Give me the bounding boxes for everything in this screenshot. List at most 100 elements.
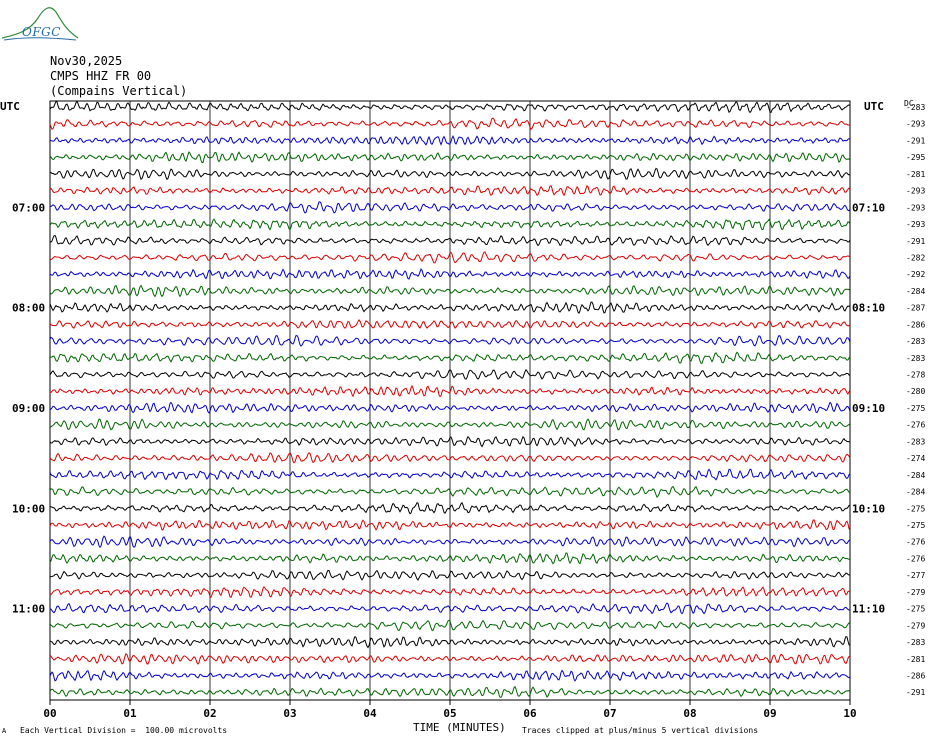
trace-line (49, 652, 851, 665)
dc-offset-label: -274 (906, 454, 925, 463)
right-axis-label: UTC (864, 100, 884, 113)
left-time-label: 10:00 (12, 502, 45, 515)
trace-line (49, 602, 851, 615)
trace-line (49, 669, 851, 682)
ofgc-logo-icon (1, 7, 79, 41)
left-axis-label: UTC (0, 100, 20, 113)
trace-line (49, 552, 851, 565)
trace-line (49, 184, 851, 197)
corner-mark: A (2, 727, 7, 735)
trace-line (49, 218, 851, 231)
left-time-label: 11:00 (12, 603, 45, 616)
dc-offset-label: -282 (906, 253, 925, 262)
x-tick-label: 04 (363, 707, 377, 720)
dc-offset-label: -275 (906, 605, 925, 614)
trace-line (49, 135, 851, 146)
trace-line (49, 368, 851, 380)
dc-offset-label: -293 (906, 187, 925, 196)
trace-line (49, 251, 851, 264)
dc-offset-label: -295 (906, 153, 925, 162)
x-tick-label: 05 (443, 707, 456, 720)
dc-offset-label: -275 (906, 404, 925, 413)
dc-offset-label: -276 (906, 421, 925, 430)
site-label: (Compains Vertical) (50, 84, 188, 98)
x-tick-label: 03 (283, 707, 296, 720)
dc-offset-label: -283 (906, 103, 925, 112)
left-time-label: 07:00 (12, 201, 45, 214)
trace-line (49, 268, 851, 280)
trace-line (49, 418, 851, 431)
right-time-label: 08:10 (852, 302, 885, 315)
dc-offset-label: -283 (906, 354, 925, 363)
x-tick-label: 02 (203, 707, 216, 720)
dc-offset-label: -284 (906, 471, 925, 480)
logo-text: OFGC (22, 25, 61, 39)
dc-header: DC (904, 99, 914, 108)
trace-line (49, 351, 851, 365)
trace-line (49, 334, 851, 347)
dc-offset-label: -275 (906, 521, 925, 530)
scale-note: Each Vertical Division = 100.00 microvol… (20, 726, 228, 735)
station-label: CMPS HHZ FR 00 (50, 69, 152, 83)
trace-line (49, 100, 851, 114)
trace-line (49, 117, 851, 130)
trace-line (49, 234, 851, 247)
dc-offset-label: -283 (906, 337, 925, 346)
left-time-label: 09:00 (12, 402, 45, 415)
trace-line (49, 468, 851, 481)
trace-line (49, 685, 851, 698)
trace-line (49, 201, 851, 214)
trace-line (49, 635, 851, 649)
dc-offset-label: -281 (906, 655, 925, 664)
dc-offset-label: -276 (906, 538, 925, 547)
dc-offset-label: -293 (906, 203, 925, 212)
dc-offset-label: -276 (906, 554, 925, 563)
dc-offset-label: -291 (906, 688, 925, 697)
trace-line (49, 284, 851, 298)
trace-line (49, 435, 851, 448)
trace-line (49, 301, 851, 314)
trace-line (49, 151, 851, 164)
trace-line (49, 619, 851, 632)
dc-offset-label: -291 (906, 237, 925, 246)
dc-offset-label: -286 (906, 320, 925, 329)
dc-offset-label: -286 (906, 671, 925, 680)
trace-line (49, 384, 851, 398)
trace-line (49, 401, 851, 414)
trace-line (49, 519, 851, 531)
dc-offset-label: -292 (906, 270, 925, 279)
dc-offset-label: -278 (906, 371, 925, 380)
trace-line (49, 569, 851, 581)
trace-line (49, 501, 851, 515)
right-time-label: 11:10 (852, 603, 885, 616)
dc-offset-label: -283 (906, 638, 925, 647)
trace-line (49, 451, 851, 464)
dc-offset-label: -279 (906, 621, 925, 630)
x-tick-label: 07 (603, 707, 616, 720)
dc-offset-label: -293 (906, 120, 925, 129)
trace-line (49, 535, 851, 549)
dc-offset-label: -287 (906, 304, 925, 313)
dc-offset-label: -284 (906, 488, 925, 497)
dc-offset-label: -280 (906, 387, 925, 396)
x-tick-label: 08 (683, 707, 696, 720)
trace-line (49, 167, 851, 181)
clip-note: Traces clipped at plus/minus 5 vertical … (522, 726, 759, 735)
dc-offset-label: -281 (906, 170, 925, 179)
dc-offset-label: -291 (906, 136, 925, 145)
right-time-label: 10:10 (852, 502, 885, 515)
right-time-label: 07:10 (852, 201, 885, 214)
x-tick-label: 00 (43, 707, 56, 720)
dc-offset-label: -284 (906, 287, 925, 296)
dc-offset-label: -283 (906, 437, 925, 446)
right-time-label: 09:10 (852, 402, 885, 415)
trace-line (49, 585, 851, 599)
date-label: Nov30,2025 (50, 54, 123, 68)
left-time-label: 08:00 (12, 302, 45, 315)
dc-offset-label: -275 (906, 504, 925, 513)
trace-line (49, 319, 851, 329)
trace-line (49, 485, 851, 498)
x-axis-title: TIME (MINUTES) (413, 721, 506, 734)
x-tick-label: 09 (763, 707, 776, 720)
